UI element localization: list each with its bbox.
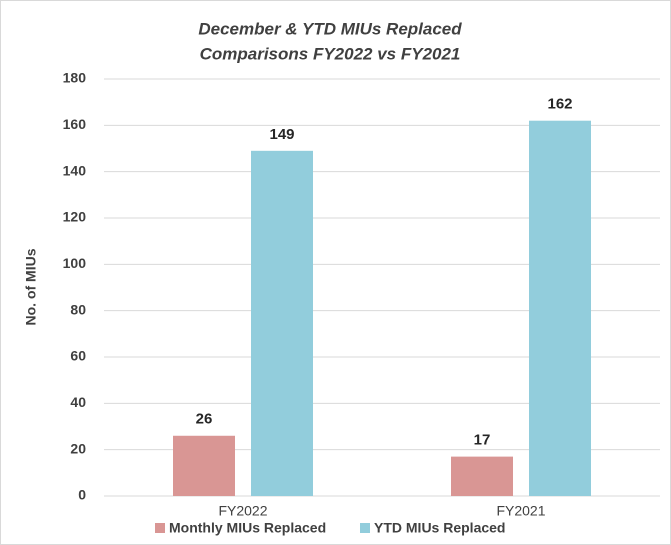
bar <box>451 456 513 496</box>
chart-title: Comparisons FY2022 vs FY2021 <box>200 44 461 63</box>
legend-swatch <box>155 523 165 533</box>
y-tick-label: 20 <box>70 440 86 456</box>
bar <box>251 150 313 497</box>
y-tick-label: 160 <box>63 116 87 132</box>
legend-label: YTD MIUs Replaced <box>374 520 505 536</box>
y-tick-label: 120 <box>63 209 87 225</box>
chart-title: December & YTD MIUs Replaced <box>198 19 462 38</box>
x-tick-label: FY2021 <box>496 503 545 519</box>
y-axis-label: No. of MIUs <box>23 248 39 325</box>
y-tick-label: 80 <box>70 301 86 317</box>
legend-label: Monthly MIUs Replaced <box>169 520 326 536</box>
legend-swatch <box>360 523 370 533</box>
bar <box>173 435 235 496</box>
y-tick-label: 100 <box>63 255 87 271</box>
data-label: 162 <box>547 96 572 113</box>
data-label: 149 <box>269 126 294 143</box>
y-tick-label: 0 <box>78 487 86 503</box>
x-tick-label: FY2022 <box>218 503 267 519</box>
y-tick-label: 180 <box>63 70 87 86</box>
y-tick-label: 40 <box>70 394 86 410</box>
data-label: 17 <box>474 432 491 449</box>
data-label: 26 <box>196 411 213 428</box>
y-tick-label: 60 <box>70 348 86 364</box>
bar <box>529 120 591 496</box>
y-tick-label: 140 <box>63 162 87 178</box>
